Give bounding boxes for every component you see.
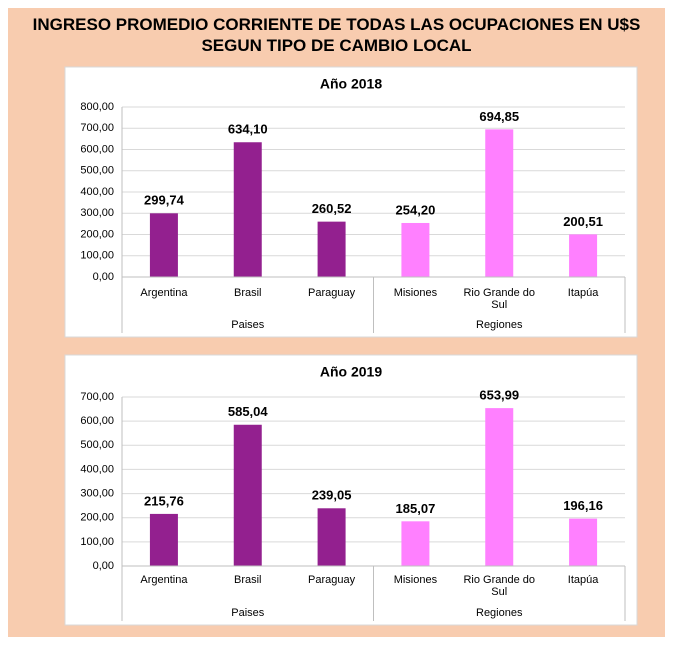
y-tick-label: 800,00 — [80, 101, 114, 113]
chart-title: Año 2018 — [320, 76, 382, 92]
y-tick-label: 400,00 — [80, 186, 114, 198]
x-tick-label: Misiones — [393, 574, 438, 586]
data-label: 254,20 — [396, 202, 436, 217]
data-label: 239,05 — [312, 488, 352, 503]
data-label: 299,74 — [144, 193, 185, 208]
data-label: 200,51 — [563, 214, 603, 229]
bar — [569, 234, 598, 277]
x-tick-box: Rio Grande do Sul — [463, 287, 536, 311]
chart-title: Año 2019 — [320, 364, 382, 380]
bar — [317, 508, 346, 566]
x-tick-box: Argentina — [140, 287, 188, 299]
y-tick-label: 700,00 — [80, 122, 114, 134]
x-tick-label: Rio Grande do Sul — [463, 574, 536, 598]
chart-panel — [64, 66, 638, 338]
x-tick-label: Paraguay — [308, 287, 356, 299]
x-tick-box: Itapúa — [567, 574, 599, 586]
group-label: Paises — [231, 319, 265, 331]
x-tick-box: Rio Grande do Sul — [463, 574, 536, 598]
x-tick-label: Brasil — [233, 287, 262, 299]
bar — [233, 142, 262, 277]
x-tick-box: Itapúa — [567, 287, 599, 299]
bar — [149, 513, 178, 566]
bar — [401, 521, 430, 566]
data-label: 694,85 — [479, 109, 519, 124]
x-tick-label: Argentina — [140, 574, 188, 586]
group-label: Regiones — [476, 607, 523, 619]
x-tick-box: Brasil — [233, 574, 262, 586]
x-tick-label: Itapúa — [567, 287, 599, 299]
data-label: 196,16 — [563, 498, 603, 513]
x-tick-box: Misiones — [393, 287, 438, 299]
y-tick-label: 100,00 — [80, 250, 114, 262]
x-tick-box: Paraguay — [308, 287, 356, 299]
data-label: 260,52 — [312, 201, 352, 216]
y-tick-label: 600,00 — [80, 143, 114, 155]
x-tick-box: Paraguay — [308, 574, 356, 586]
title-box: INGRESO PROMEDIO CORRIENTE DE TODAS LAS … — [32, 15, 641, 55]
y-tick-label: 500,00 — [80, 165, 114, 177]
y-tick-label: 400,00 — [80, 463, 114, 475]
page-title: INGRESO PROMEDIO CORRIENTE DE TODAS LAS … — [32, 15, 641, 55]
data-label: 185,07 — [396, 501, 436, 516]
y-tick-label: 200,00 — [80, 512, 114, 524]
y-tick-label: 0,00 — [93, 560, 114, 572]
x-tick-box: Misiones — [393, 574, 438, 586]
group-label: Regiones — [476, 319, 523, 331]
data-label: 585,04 — [228, 404, 269, 419]
x-tick-label: Brasil — [233, 574, 262, 586]
x-tick-label: Rio Grande do Sul — [463, 287, 536, 311]
bar — [233, 424, 262, 566]
x-tick-box: Brasil — [233, 287, 262, 299]
y-tick-label: 100,00 — [80, 536, 114, 548]
bar — [317, 221, 346, 277]
y-tick-label: 0,00 — [93, 271, 114, 283]
x-tick-box: Argentina — [140, 574, 188, 586]
data-label: 634,10 — [228, 122, 268, 137]
data-label: 215,76 — [144, 493, 184, 508]
bar — [569, 518, 598, 566]
bar — [149, 213, 178, 277]
y-tick-label: 600,00 — [80, 415, 114, 427]
group-label: Paises — [231, 607, 265, 619]
x-tick-label: Itapúa — [567, 574, 599, 586]
x-tick-label: Argentina — [140, 287, 188, 299]
bar — [401, 222, 430, 277]
x-tick-label: Paraguay — [308, 574, 356, 586]
chart-panel — [64, 354, 638, 626]
y-tick-label: 700,00 — [80, 391, 114, 403]
bar — [485, 408, 514, 566]
data-label: 653,99 — [479, 388, 519, 403]
y-tick-label: 300,00 — [80, 487, 114, 499]
y-tick-label: 300,00 — [80, 207, 114, 219]
y-tick-label: 200,00 — [80, 228, 114, 240]
x-tick-label: Misiones — [393, 287, 438, 299]
bar — [485, 129, 514, 277]
y-tick-label: 500,00 — [80, 439, 114, 451]
